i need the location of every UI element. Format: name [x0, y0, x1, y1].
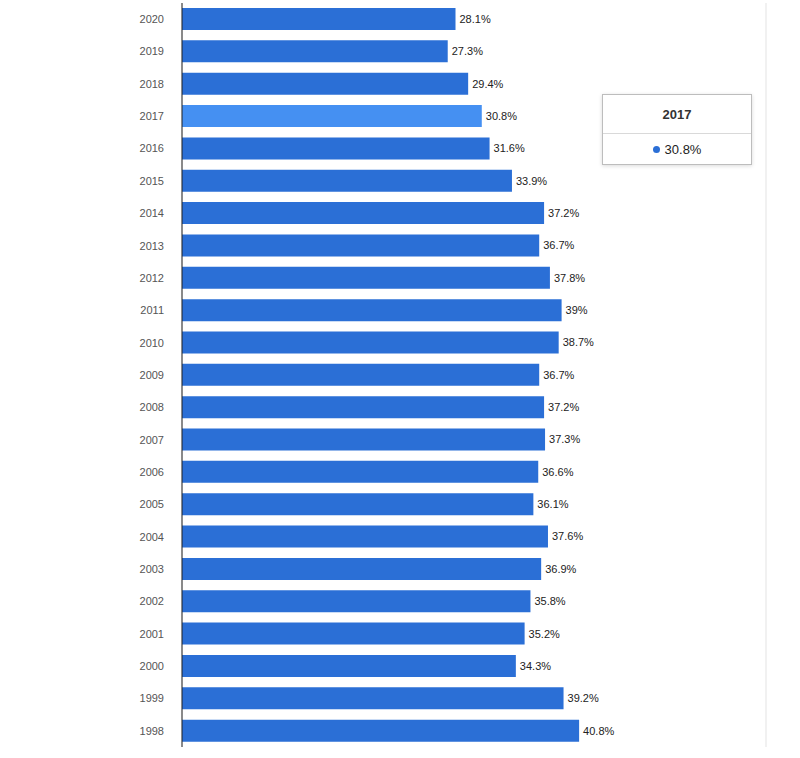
svg-text:2011: 2011 — [140, 304, 164, 316]
svg-text:2018: 2018 — [140, 78, 164, 90]
svg-text:36.7%: 36.7% — [543, 369, 574, 381]
svg-text:37.2%: 37.2% — [548, 207, 579, 219]
html-text:30.8%: 30.8% — [664, 142, 702, 157]
svg-text:29.4%: 29.4% — [472, 78, 503, 90]
svg-text:31.6%: 31.6% — [494, 142, 525, 154]
html-text:2017: 2017 — [662, 106, 692, 122]
svg-text:2020: 2020 — [140, 13, 164, 25]
svg-text:2009: 2009 — [140, 369, 164, 381]
svg-text:2002: 2002 — [140, 595, 164, 607]
svg-text:37.8%: 37.8% — [554, 272, 585, 284]
svg-text:36.1%: 36.1% — [537, 498, 568, 510]
svg-text:30.8%: 30.8% — [486, 110, 517, 122]
svg-text:2013: 2013 — [140, 240, 164, 252]
svg-text:36.9%: 36.9% — [545, 563, 576, 575]
svg-text:34.3%: 34.3% — [520, 660, 551, 672]
svg-text:1998: 1998 — [140, 725, 164, 737]
svg-text:1999: 1999 — [140, 692, 164, 704]
svg-text:2016: 2016 — [140, 142, 164, 154]
svg-text:33.9%: 33.9% — [516, 175, 547, 187]
svg-text:35.2%: 35.2% — [529, 628, 560, 640]
svg-text:37.6%: 37.6% — [552, 530, 583, 542]
svg-text:2008: 2008 — [140, 401, 164, 413]
svg-text:2017: 2017 — [140, 110, 164, 122]
svg-text:35.8%: 35.8% — [534, 595, 565, 607]
svg-text:2005: 2005 — [140, 498, 164, 510]
svg-text:40.8%: 40.8% — [583, 725, 614, 737]
svg-text:2004: 2004 — [140, 531, 164, 543]
svg-text:2001: 2001 — [140, 628, 164, 640]
svg-text:37.2%: 37.2% — [548, 401, 579, 413]
svg-text:2010: 2010 — [140, 337, 164, 349]
svg-text:39%: 39% — [566, 304, 588, 316]
svg-text:2000: 2000 — [140, 660, 164, 672]
svg-text:37.3%: 37.3% — [549, 433, 580, 445]
svg-text:36.7%: 36.7% — [543, 239, 574, 251]
svg-text:2007: 2007 — [140, 434, 164, 446]
svg-text:2014: 2014 — [140, 207, 164, 219]
svg-text:2012: 2012 — [140, 272, 164, 284]
svg-text:2015: 2015 — [140, 175, 164, 187]
svg-text:2019: 2019 — [140, 45, 164, 57]
svg-text:38.7%: 38.7% — [563, 336, 594, 348]
svg-text:2006: 2006 — [140, 466, 164, 478]
svg-text:28.1%: 28.1% — [460, 13, 491, 25]
svg-text:36.6%: 36.6% — [542, 466, 573, 478]
svg-text:39.2%: 39.2% — [568, 692, 599, 704]
svg-text:27.3%: 27.3% — [452, 45, 483, 57]
svg-text:2003: 2003 — [140, 563, 164, 575]
